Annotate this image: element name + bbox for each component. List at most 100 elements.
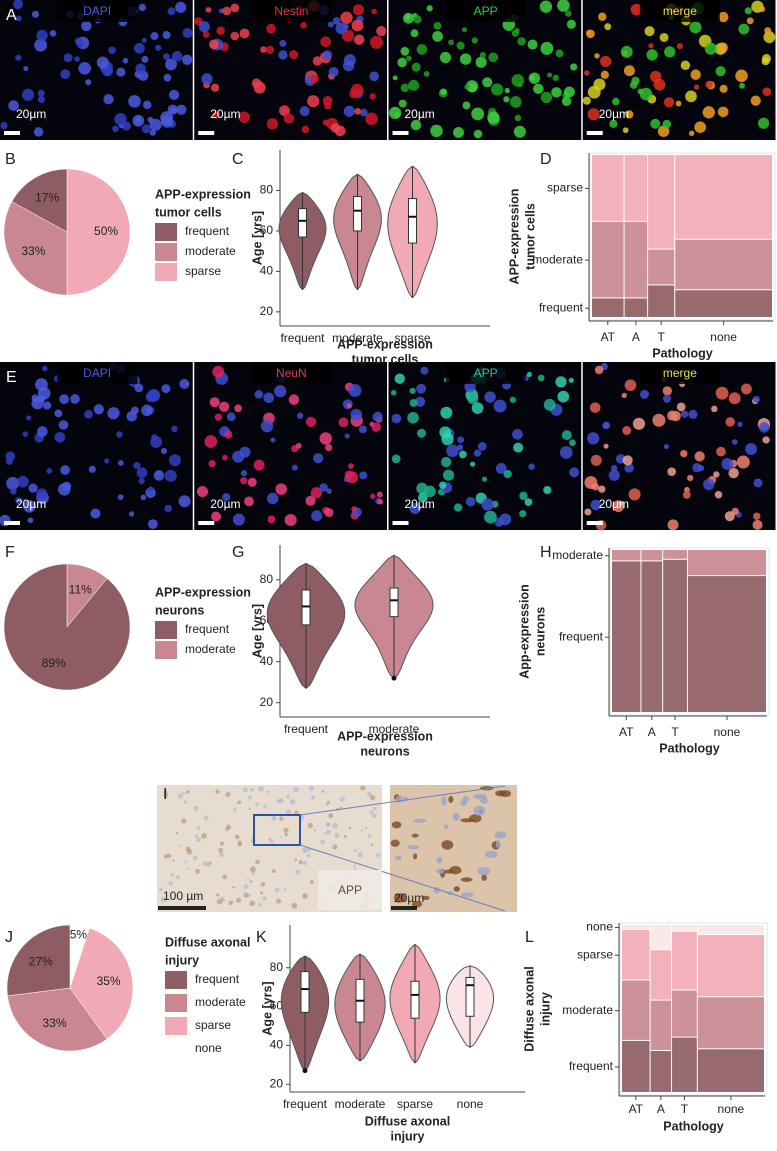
cell [161,384,171,394]
tissue [215,789,220,794]
cell [93,404,104,415]
tissue [201,833,207,839]
cell [487,111,500,124]
cell [322,50,333,61]
x-tick-label: frequent [284,722,329,736]
x-tick-label: sparse [394,331,430,345]
legend-swatch [165,994,187,1012]
cell [471,37,478,44]
cell [470,461,476,467]
cell [738,23,750,35]
tissue [221,898,225,902]
cell [60,69,71,80]
tissue [248,807,252,811]
cell [163,73,172,82]
cell [90,508,101,519]
cell [441,456,452,468]
cell [591,483,600,491]
cell [689,21,702,34]
cell [685,90,697,103]
cell [602,421,611,430]
tissue [332,844,338,850]
cell [400,83,410,93]
cell [330,123,341,133]
cell [675,100,682,107]
cell [414,396,426,407]
cell [598,12,607,21]
pie-slice [69,927,134,1040]
tissue [250,866,256,873]
cell [423,71,430,77]
cell [274,385,287,398]
y-tick-label: frequent [539,300,584,314]
neuron [436,856,443,864]
x-axis-title: APP-expression [337,729,433,743]
panel-label: B [5,151,16,168]
tissue [367,791,372,797]
cell [564,10,572,17]
cell [149,129,156,136]
tissue [348,826,352,829]
y-tick-label: 40 [260,654,274,668]
cell [514,27,520,34]
cell [406,55,412,62]
cell [49,30,57,37]
cell [763,31,776,44]
cell [335,22,348,35]
mosaic-cell [672,925,697,931]
cell [342,59,355,72]
tissue [159,887,163,892]
cell [348,383,362,397]
cell [728,467,739,479]
scale-bar [198,521,215,525]
tissue [184,860,188,864]
cell [216,26,225,36]
box [300,971,310,1013]
y-tick-label: sparse [547,181,583,195]
tissue [179,844,182,847]
cell [680,449,688,458]
label-box [445,362,526,384]
y-tick-label: sparse [577,947,613,961]
cell [721,457,734,470]
y-axis-title: App-expression [517,584,531,678]
tissue [235,897,242,903]
cell [240,470,248,477]
cell [359,471,368,480]
legend-swatch [155,641,177,659]
cell [254,389,264,399]
cell [639,87,653,101]
neuron [473,794,488,800]
cell [81,20,92,32]
cell [138,477,145,485]
tissue [216,893,220,897]
legend-label: sparse [195,1018,231,1032]
cell [117,460,124,466]
mosaic-cell [624,221,648,298]
cell [446,444,459,458]
neuron [460,877,473,882]
cell [713,471,720,478]
cell [211,511,222,522]
cell [676,43,683,50]
tissue [228,900,233,905]
cell [420,366,429,375]
x-tick-label: moderate [369,722,420,736]
channel-label: APP [474,4,498,18]
cell [260,419,274,433]
box [301,589,311,626]
tissue [326,800,330,804]
tissue [286,794,290,799]
cell [28,483,38,493]
tissue [302,860,308,866]
y-tick-label: 80 [270,960,284,974]
cell [467,393,479,405]
cell [764,27,772,35]
box [408,198,417,244]
channel-label: merge [663,4,697,18]
tissue [343,834,347,839]
cell [495,463,507,474]
cell [456,444,464,451]
cell [409,398,418,407]
mosaic-cell [622,1040,650,1092]
